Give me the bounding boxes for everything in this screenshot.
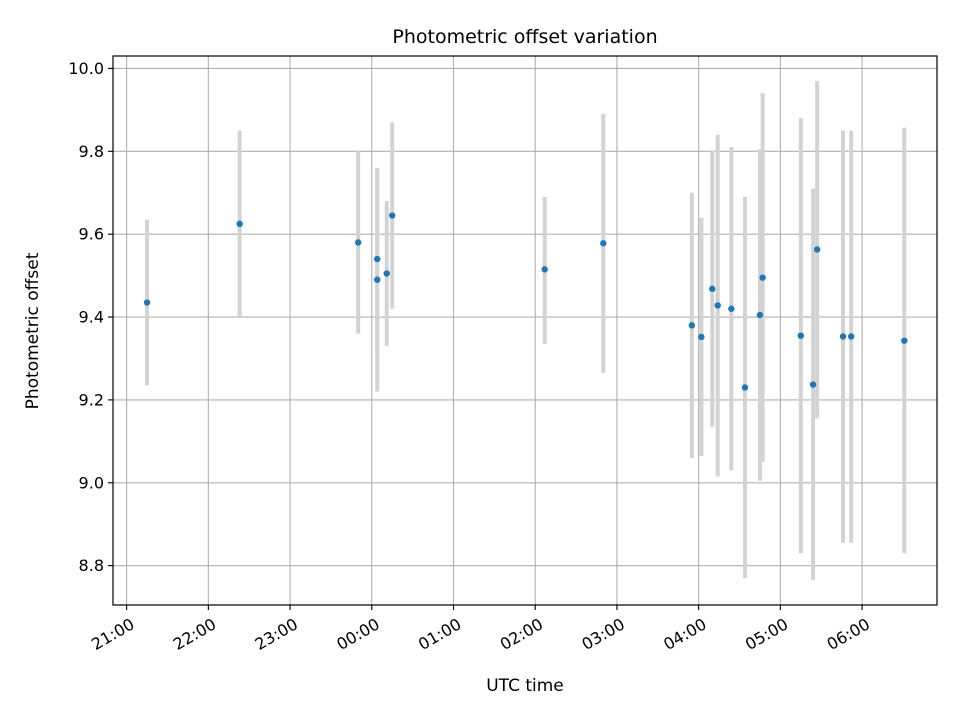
data-point (847, 333, 855, 340)
x-axis-label: UTC time (486, 676, 564, 696)
data-point (236, 220, 243, 228)
plot-frame (112, 55, 938, 606)
data-point (354, 239, 362, 246)
data-point (759, 274, 766, 281)
y-tick-label: 8.8 (79, 556, 104, 575)
data-point (389, 212, 396, 219)
y-tick-label: 9.6 (79, 225, 104, 244)
data-point (797, 332, 805, 339)
data-point (809, 381, 817, 388)
y-axis-label: Photometric offset (23, 252, 43, 409)
y-tick-label: 10.0 (68, 59, 104, 78)
data-point (756, 311, 764, 319)
data-point (541, 266, 548, 273)
y-tick-label: 9.8 (79, 142, 104, 161)
data-point (839, 333, 847, 340)
data-point (383, 270, 390, 277)
data-point (709, 285, 716, 293)
grid-lines (113, 56, 937, 605)
data-point (728, 305, 735, 312)
y-tick-label: 9.4 (79, 308, 104, 327)
data-point (698, 333, 705, 341)
data-point (714, 302, 721, 309)
data-point (600, 240, 607, 247)
y-axis-ticks: 8.8 9.0 9.2 9.4 9.6 9.8 10.0 (68, 59, 113, 575)
data-point (901, 337, 908, 344)
data-point (813, 246, 821, 253)
data-point (143, 299, 151, 306)
y-tick-label: 9.2 (79, 390, 104, 409)
data-point (374, 255, 381, 263)
y-tick-label: 9.0 (79, 473, 104, 492)
data-points (143, 212, 908, 391)
data-point (374, 276, 381, 283)
data-point (688, 322, 696, 329)
chart-title: Photometric offset variation (392, 26, 657, 48)
data-point (741, 384, 749, 391)
